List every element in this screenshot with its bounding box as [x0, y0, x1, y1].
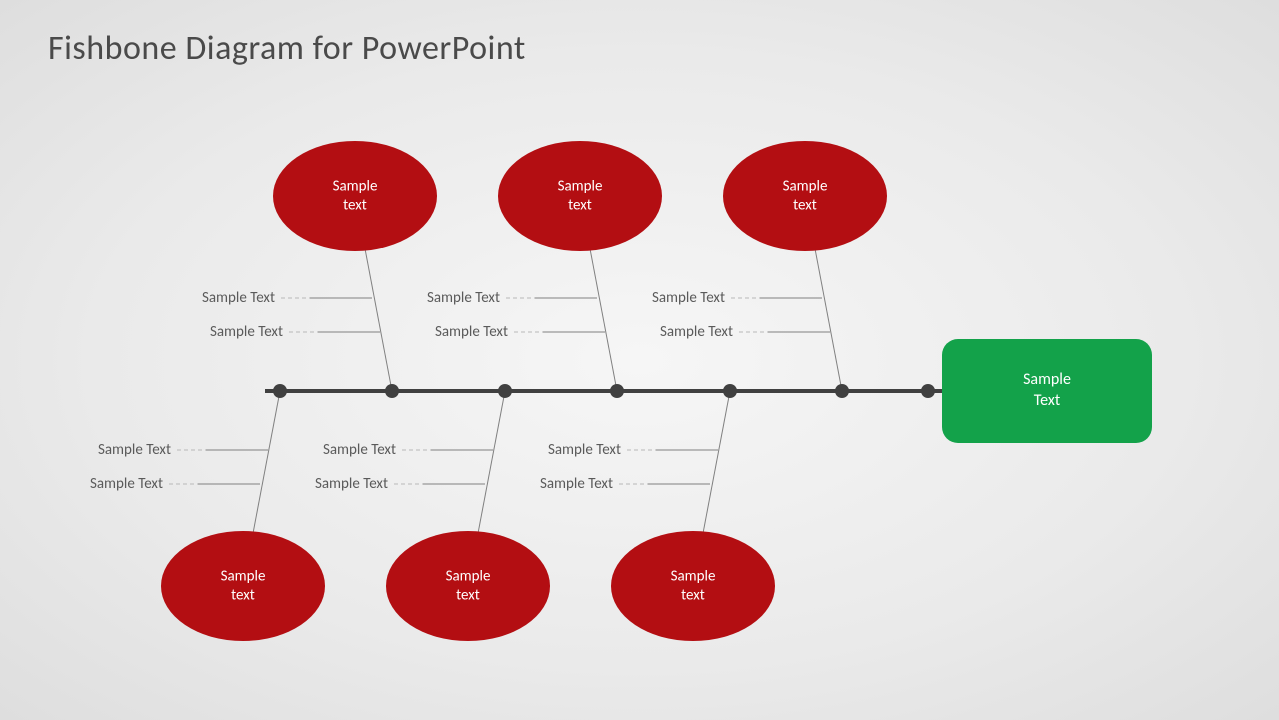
cause-ellipse-top	[273, 141, 437, 251]
cause-ellipse-bottom	[611, 531, 775, 641]
cause-ellipse-bottom	[386, 531, 550, 641]
cause-ellipse-top	[723, 141, 887, 251]
spine-dot	[498, 384, 512, 398]
cause-ellipse-top	[498, 141, 662, 251]
spine-dot	[273, 384, 287, 398]
spine-dot	[610, 384, 624, 398]
fishbone-diagram	[0, 0, 1279, 720]
spine-dot	[835, 384, 849, 398]
cause-ellipse-bottom	[161, 531, 325, 641]
spine-dot	[921, 384, 935, 398]
effect-head	[942, 339, 1152, 443]
spine-dot	[385, 384, 399, 398]
spine-dot	[723, 384, 737, 398]
